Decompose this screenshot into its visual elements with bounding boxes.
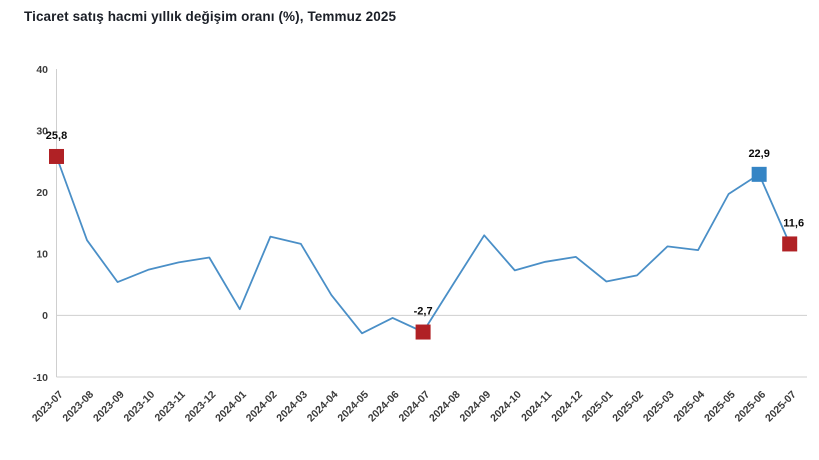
highlight-marker <box>415 324 431 340</box>
point-value-label: 25,8 <box>46 130 67 142</box>
x-tick-label: 2024-05 <box>335 389 371 425</box>
x-tick-label: 2023-08 <box>60 389 96 425</box>
x-tick-label: 2024-04 <box>305 389 341 425</box>
highlight-marker <box>782 236 798 252</box>
x-tick-label: 2023-07 <box>30 389 66 425</box>
y-tick-label: 0 <box>42 310 48 322</box>
highlight-marker <box>751 166 767 182</box>
x-tick-label: 2023-12 <box>183 389 219 425</box>
highlight-markers <box>49 148 798 340</box>
x-tick-label: 2024-06 <box>366 389 402 425</box>
x-tick-label: 2023-10 <box>122 389 158 425</box>
x-tick-label: 2025-05 <box>702 389 738 425</box>
x-tick-label: 2024-03 <box>274 389 310 425</box>
x-tick-label: 2024-01 <box>213 389 249 425</box>
x-tick-label: 2024-09 <box>458 389 494 425</box>
x-tick-label: 2025-01 <box>580 389 616 425</box>
chart-title: Ticaret satış hacmi yıllık değişim oranı… <box>24 9 397 24</box>
point-value-label: 22,9 <box>748 148 769 160</box>
x-tick-label: 2025-04 <box>671 389 707 425</box>
x-tick-label: 2025-02 <box>610 389 646 425</box>
x-tick-label: 2024-08 <box>427 389 463 425</box>
x-tick-label: 2025-07 <box>763 389 799 425</box>
y-tick-label: 30 <box>36 125 48 137</box>
x-tick-label: 2024-02 <box>244 389 280 425</box>
y-tick-label: 10 <box>36 249 48 261</box>
highlight-marker <box>49 148 64 164</box>
y-axis-labels: 40 30 20 10 0 -10 <box>33 64 48 384</box>
axes <box>56 69 807 378</box>
point-value-label: -2,7 <box>414 306 433 318</box>
x-tick-label: 2025-03 <box>641 389 677 425</box>
x-axis-labels: 2023-072023-082023-092023-102023-112023-… <box>30 389 799 425</box>
x-tick-label: 2023-09 <box>91 389 127 425</box>
x-tick-label: 2024-10 <box>488 389 524 425</box>
y-tick-label: 40 <box>36 64 48 76</box>
y-tick-label: 20 <box>36 187 48 199</box>
point-value-label: 11,6 <box>783 217 804 229</box>
x-tick-label: 2024-07 <box>396 389 432 425</box>
y-tick-label: -10 <box>33 372 48 384</box>
x-tick-label: 2024-11 <box>519 389 554 424</box>
x-tick-label: 2025-06 <box>733 389 769 425</box>
x-tick-label: 2024-12 <box>549 389 585 425</box>
x-tick-label: 2023-11 <box>152 389 187 424</box>
point-value-labels: 25,8 -2,7 22,9 11,6 <box>46 130 804 318</box>
